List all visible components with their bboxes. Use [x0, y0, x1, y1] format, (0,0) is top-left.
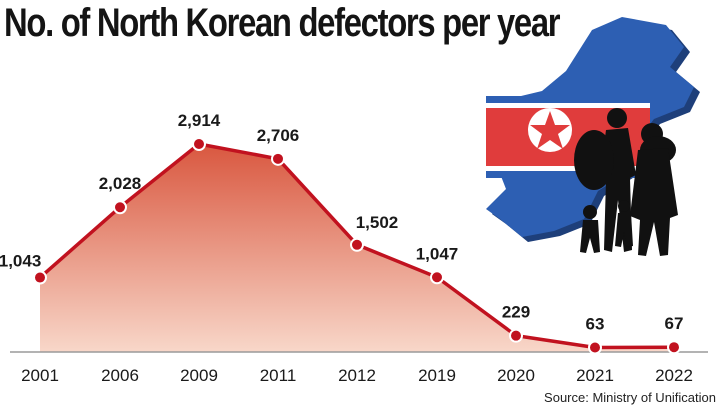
- x-tick-2006: 2006: [101, 366, 139, 385]
- data-label-2009: 2,914: [178, 111, 221, 130]
- data-point-2020: [509, 328, 523, 343]
- x-tick-2001: 2001: [21, 366, 59, 385]
- x-tick-2011: 2011: [260, 366, 297, 385]
- data-point-2012: [350, 237, 364, 252]
- chart-title: No. of North Korean defectors per year: [4, 1, 561, 45]
- data-point-2009: [192, 137, 206, 151]
- chart-plot: [10, 137, 708, 355]
- data-label-2020: 229: [502, 303, 530, 322]
- data-point-2022: [667, 340, 681, 355]
- data-label-2012: 1,502: [356, 213, 399, 232]
- x-tick-2021: 2021: [576, 366, 614, 385]
- data-label-2001: 1,043: [0, 252, 41, 271]
- x-tick-2020: 2020: [497, 366, 535, 385]
- data-point-2001: [33, 270, 47, 285]
- data-point-2019: [430, 270, 444, 285]
- data-label-2021: 63: [586, 315, 605, 334]
- x-tick-2019: 2019: [418, 366, 456, 385]
- data-point-2006: [113, 200, 127, 215]
- data-label-2011: 2,706: [257, 126, 300, 145]
- data-point-2011: [271, 151, 285, 166]
- x-tick-2009: 2009: [180, 366, 218, 385]
- data-label-2006: 2,028: [99, 174, 142, 193]
- x-tick-2022: 2022: [655, 366, 693, 385]
- data-point-2021: [588, 340, 602, 355]
- data-label-2022: 67: [665, 314, 684, 333]
- data-label-2019: 1,047: [416, 244, 459, 263]
- x-tick-2012: 2012: [338, 366, 376, 385]
- defectors-silhouette-icon: [574, 108, 678, 256]
- source-note: Source: Ministry of Unification: [544, 390, 716, 405]
